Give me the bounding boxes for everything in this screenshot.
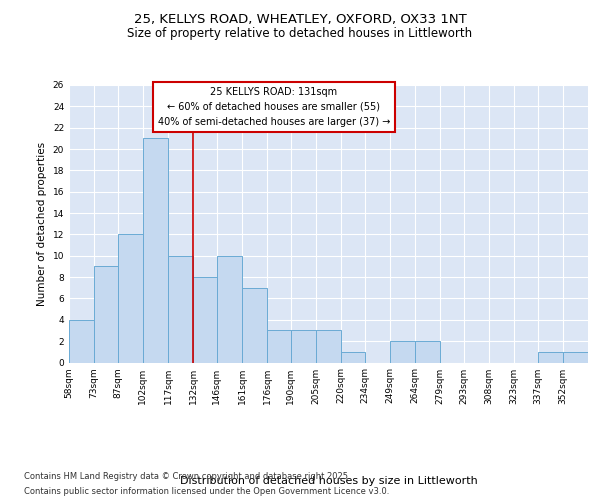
- Bar: [341, 352, 365, 362]
- Bar: [538, 352, 563, 362]
- Bar: [267, 330, 291, 362]
- Bar: [143, 138, 168, 362]
- Bar: [69, 320, 94, 362]
- Text: 25, KELLYS ROAD, WHEATLEY, OXFORD, OX33 1NT: 25, KELLYS ROAD, WHEATLEY, OXFORD, OX33 …: [134, 12, 466, 26]
- Bar: [415, 341, 440, 362]
- Bar: [291, 330, 316, 362]
- Bar: [193, 277, 217, 362]
- Text: Contains public sector information licensed under the Open Government Licence v3: Contains public sector information licen…: [24, 487, 389, 496]
- Bar: [563, 352, 588, 362]
- Text: Contains HM Land Registry data © Crown copyright and database right 2025.: Contains HM Land Registry data © Crown c…: [24, 472, 350, 481]
- Bar: [390, 341, 415, 362]
- Bar: [217, 256, 242, 362]
- Bar: [242, 288, 267, 362]
- X-axis label: Distribution of detached houses by size in Littleworth: Distribution of detached houses by size …: [179, 476, 478, 486]
- Text: 25 KELLYS ROAD: 131sqm
← 60% of detached houses are smaller (55)
40% of semi-det: 25 KELLYS ROAD: 131sqm ← 60% of detached…: [158, 87, 390, 126]
- Bar: [118, 234, 143, 362]
- Bar: [94, 266, 118, 362]
- Bar: [316, 330, 341, 362]
- Y-axis label: Number of detached properties: Number of detached properties: [37, 142, 47, 306]
- Text: Size of property relative to detached houses in Littleworth: Size of property relative to detached ho…: [127, 28, 473, 40]
- Bar: [168, 256, 193, 362]
